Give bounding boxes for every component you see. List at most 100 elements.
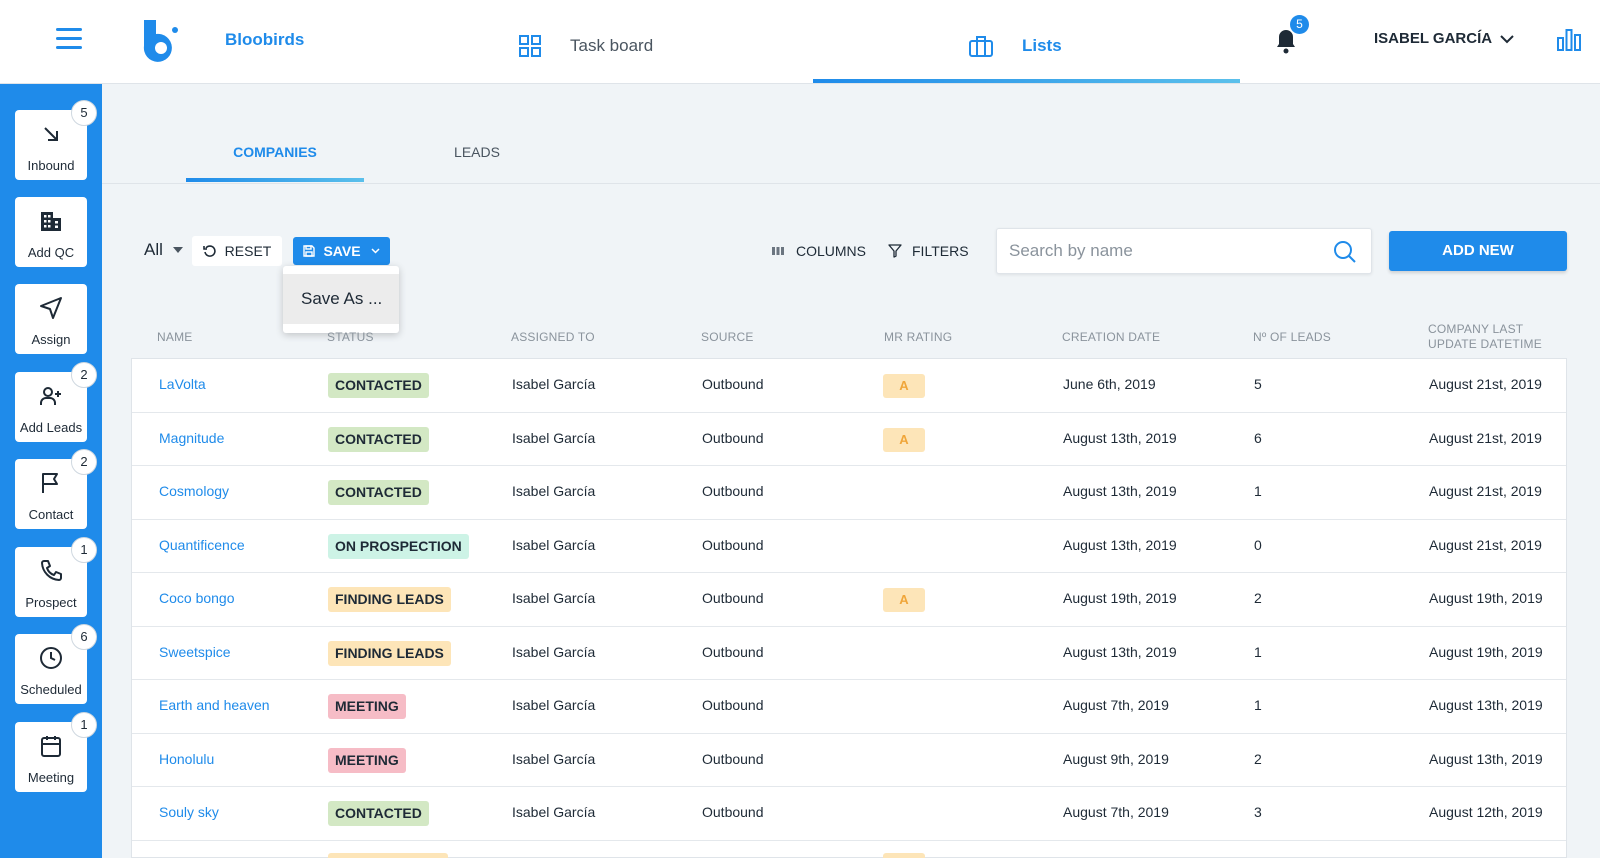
- creation-date-cell: August 13th, 2019: [1063, 536, 1177, 553]
- company-name-link[interactable]: Honolulu: [159, 750, 215, 767]
- sidebar-item-label: Assign: [31, 332, 71, 347]
- leads-count-cell: 0: [1254, 536, 1262, 553]
- grid-icon: [519, 35, 541, 57]
- sidebar-item-contact[interactable]: Contact 2: [15, 449, 97, 529]
- status-badge: CONTACTED: [328, 801, 429, 826]
- sidebar-item-inbound[interactable]: Inbound 5: [15, 100, 97, 180]
- assigned-to-cell: Isabel García: [512, 643, 596, 660]
- notification-badge: 5: [1290, 15, 1309, 34]
- last-update-cell: August 12th, 2019: [1429, 804, 1543, 820]
- leads-count-cell: 1: [1254, 643, 1262, 660]
- source-cell: Outbound: [702, 429, 764, 446]
- sidebar-item-add-qc[interactable]: Add QC: [15, 197, 87, 267]
- bloobirds-logo[interactable]: [142, 18, 180, 62]
- status-badge: MEETING: [328, 694, 406, 719]
- creation-date-cell: August 13th, 2019: [1063, 429, 1177, 446]
- calendar-icon: [41, 736, 61, 757]
- company-name-link[interactable]: Souly sky: [159, 804, 219, 820]
- user-menu[interactable]: ISABEL GARCÍA: [1374, 30, 1514, 47]
- status-badge: MEETING: [328, 747, 406, 773]
- source-cell: Outbound: [702, 750, 764, 767]
- assigned-to-cell: Isabel García: [512, 429, 596, 446]
- table-row[interactable]: Sweetspice FINDING LEADS Isabel García O…: [132, 627, 1566, 680]
- table-row[interactable]: Honolulu MEETING Isabel García Outbound …: [132, 734, 1566, 787]
- column-header-creation-date[interactable]: CREATION DATE: [1062, 330, 1161, 344]
- table-row[interactable]: Souly sky CONTACTED Isabel García Outbou…: [132, 787, 1566, 841]
- nav-task-board-label: Task board: [570, 36, 654, 55]
- leads-count-cell: 2: [1254, 590, 1262, 606]
- table-header: NAME STATUS ASSIGNED TO SOURCE MR RATING…: [131, 320, 1567, 358]
- save-button[interactable]: SAVE: [293, 237, 390, 265]
- save-floppy-icon: [303, 245, 316, 257]
- table-row[interactable]: LaVolta CONTACTED Isabel García Outbound…: [132, 359, 1566, 413]
- search-input[interactable]: [1009, 239, 1329, 263]
- creation-date-cell: August 7th, 2019: [1063, 697, 1169, 713]
- column-header-last-update[interactable]: COMPANY LAST UPDATE DATETIME: [1428, 322, 1542, 352]
- status-badge: CONTACTED: [328, 426, 429, 452]
- brand-name: Bloobirds: [225, 30, 305, 49]
- column-header-source[interactable]: SOURCE: [701, 330, 754, 344]
- column-header-number-of-leads[interactable]: Nº OF LEADS: [1253, 330, 1331, 344]
- company-name-link[interactable]: Sweetspice: [159, 643, 231, 660]
- table-row[interactable]: Coco bongo FINDING LEADS Isabel García O…: [132, 573, 1566, 627]
- leads-count-cell: 3: [1254, 804, 1262, 820]
- column-header-status[interactable]: STATUS: [327, 330, 374, 344]
- column-header-last-update-line1: COMPANY LAST: [1428, 322, 1524, 336]
- sidebar-item-prospect[interactable]: Prospect 1: [15, 537, 97, 617]
- assigned-to-cell: Isabel García: [512, 804, 596, 820]
- column-header-mr-rating[interactable]: MR RATING: [884, 330, 953, 344]
- columns-button[interactable]: COLUMNS: [772, 243, 866, 259]
- filters-button[interactable]: FILTERS: [888, 243, 969, 259]
- company-name-link[interactable]: Coco bongo: [159, 590, 235, 606]
- company-name-link[interactable]: Cosmology: [159, 483, 230, 499]
- company-name-link[interactable]: Earth and heaven: [159, 697, 270, 713]
- sidebar-item-meeting[interactable]: Meeting 1: [15, 712, 97, 792]
- source-cell: Outbound: [702, 697, 764, 713]
- sidebar: Inbound 5 Add QC Assign Add Leads 2 Cont…: [0, 84, 102, 858]
- company-name-link[interactable]: Quantificence: [159, 536, 245, 553]
- column-header-name[interactable]: NAME: [157, 330, 193, 344]
- sidebar-item-assign[interactable]: Assign: [15, 284, 87, 354]
- company-name-link[interactable]: LaVolta: [159, 376, 206, 392]
- sidebar-item-scheduled[interactable]: Scheduled 6: [15, 624, 97, 704]
- table-row[interactable]: Quantificence ON PROSPECTION Isabel Garc…: [132, 520, 1566, 573]
- sidebar-item-label: Add Leads: [19, 420, 83, 435]
- tab-companies[interactable]: COMPANIES: [233, 144, 317, 160]
- phone-icon: [41, 560, 62, 581]
- send-icon: [40, 297, 62, 319]
- sidebar-item-add-leads[interactable]: Add Leads 2: [15, 362, 97, 442]
- last-update-cell: August 19th, 2019: [1429, 590, 1543, 606]
- caret-down-icon: [172, 247, 183, 253]
- status-badge: CONTACTED: [328, 373, 429, 398]
- search-box: [996, 228, 1372, 274]
- save-as-option[interactable]: Save As ...: [283, 274, 399, 324]
- nav-task-board[interactable]: Task board: [518, 34, 653, 58]
- table-row[interactable]: Cosmology CONTACTED Isabel García Outbou…: [132, 466, 1566, 520]
- leads-count-cell: 2: [1254, 750, 1262, 767]
- reset-button[interactable]: RESET: [192, 236, 282, 266]
- last-update-cell: August 21st, 2019: [1429, 429, 1542, 446]
- table-row[interactable]: [132, 841, 1566, 858]
- nav-lists[interactable]: Lists: [968, 34, 1062, 58]
- add-new-button[interactable]: ADD NEW: [1389, 231, 1567, 271]
- filters-label: FILTERS: [912, 243, 969, 259]
- save-dropdown-menu: Save As ...: [283, 266, 399, 333]
- source-cell: Outbound: [702, 483, 764, 499]
- last-update-cell: August 21st, 2019: [1429, 536, 1542, 553]
- sidebar-count-badge: 2: [71, 449, 97, 475]
- arrow-down-right-icon: [44, 127, 58, 141]
- search-icon[interactable]: [1333, 240, 1357, 264]
- hamburger-menu-icon[interactable]: [56, 28, 82, 52]
- company-name-link[interactable]: Magnitude: [159, 429, 225, 446]
- column-header-assigned-to[interactable]: ASSIGNED TO: [511, 330, 595, 344]
- mr-rating-badge: [883, 852, 925, 858]
- view-filter-select[interactable]: All: [144, 240, 183, 260]
- sidebar-item-label: Contact: [28, 507, 74, 522]
- tab-leads[interactable]: LEADS: [454, 144, 500, 160]
- mr-rating-badge: A: [883, 427, 925, 452]
- table-row[interactable]: Magnitude CONTACTED Isabel García Outbou…: [132, 413, 1566, 466]
- bar-chart-icon[interactable]: [1556, 28, 1582, 52]
- bell-icon[interactable]: [1274, 28, 1298, 54]
- table-row[interactable]: Earth and heaven MEETING Isabel García O…: [132, 680, 1566, 734]
- leads-count-cell: 1: [1254, 697, 1262, 713]
